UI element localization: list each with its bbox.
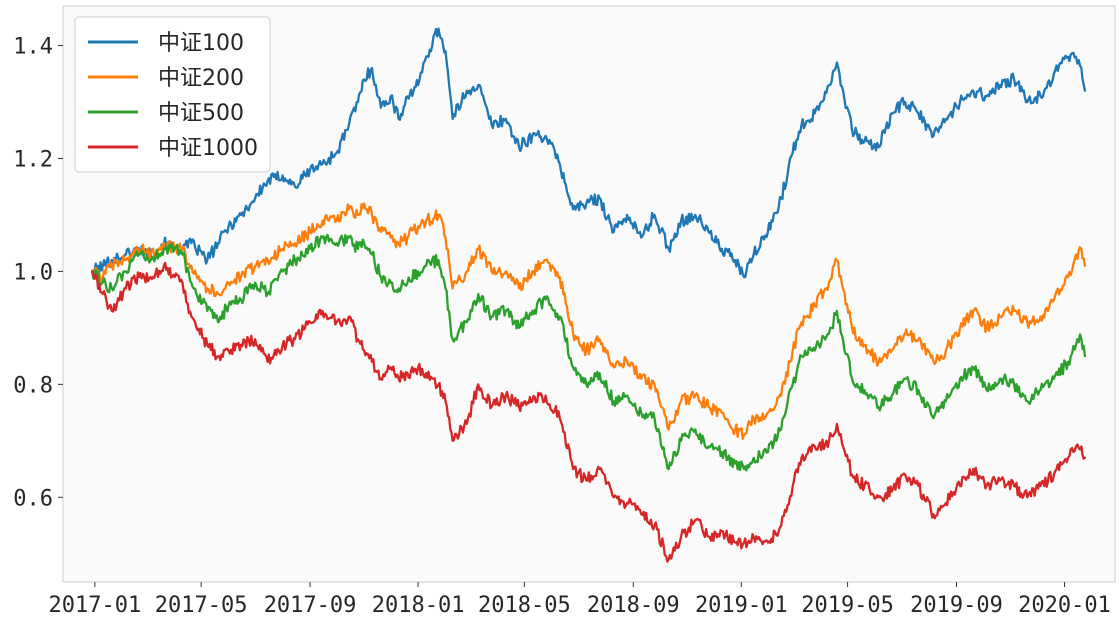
x-tick-label: 2017-01	[49, 593, 142, 618]
x-tick-label: 2017-05	[155, 593, 248, 618]
y-tick-label: 1.0	[13, 260, 53, 285]
series-line-2	[91, 202, 1087, 440]
y-tick-label: 1.2	[13, 147, 53, 172]
x-tick-label: 2020-01	[1018, 593, 1111, 618]
legend-label-1: 中证100	[158, 31, 244, 56]
series-layer	[91, 27, 1087, 563]
y-tick-label: 0.6	[13, 486, 53, 511]
series-line-4	[91, 261, 1087, 563]
x-tick-label: 2019-05	[801, 593, 894, 618]
y-axis: 0.6 0.8 1.0 1.2 1.4	[13, 35, 63, 511]
x-tick-label: 2019-09	[910, 593, 1003, 618]
legend: 中证100 中证200 中证500 中证1000	[74, 16, 271, 173]
x-tick-label: 2018-09	[587, 593, 680, 618]
legend-label-3: 中证500	[158, 101, 244, 126]
x-axis: 2017-01 2017-05 2017-09 2018-01 2018-05 2018-…	[49, 582, 1111, 618]
series-line-1	[91, 27, 1087, 279]
x-tick-label: 2018-05	[478, 593, 571, 618]
legend-label-2: 中证200	[158, 66, 244, 91]
x-tick-label: 2019-01	[695, 593, 788, 618]
legend-label-4: 中证1000	[158, 136, 258, 161]
x-tick-label: 2017-09	[264, 593, 357, 618]
x-tick-label: 2018-01	[372, 593, 465, 618]
series-line-3	[91, 233, 1087, 472]
legend-box	[74, 16, 271, 173]
y-tick-label: 0.8	[13, 373, 53, 398]
y-tick-label: 1.4	[13, 35, 53, 60]
